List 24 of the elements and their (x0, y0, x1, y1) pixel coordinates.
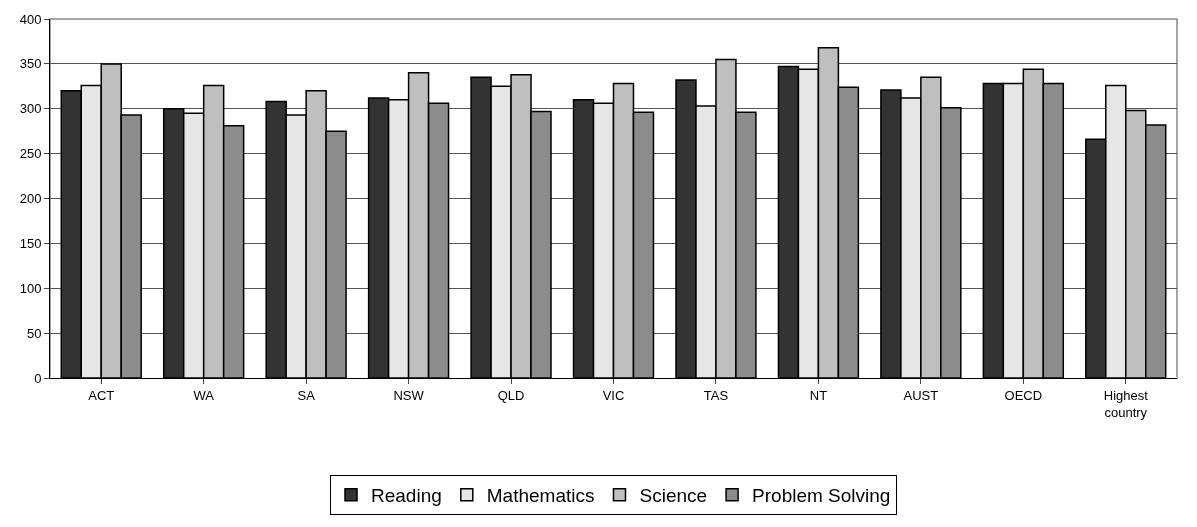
y-tick-label: 350 (19, 56, 42, 72)
legend-label: Problem Solving (752, 485, 891, 507)
y-tick-label: 400 (19, 11, 42, 27)
y-tick-label: 200 (19, 191, 42, 207)
x-tick-label: Highest country (1103, 387, 1149, 420)
y-tick-label: 150 (19, 235, 42, 251)
x-tick-label: ACT (88, 387, 115, 403)
y-tick-label: 300 (19, 101, 42, 117)
y-tick-label: 250 (19, 146, 42, 162)
x-tick-label: TAS (703, 387, 729, 403)
y-tick-label: 50 (26, 325, 42, 341)
y-tick-label: 0 (34, 370, 42, 386)
y-tick-label: 100 (19, 280, 42, 296)
x-tick-label: AUST (903, 387, 939, 403)
x-tick-label: OECD (1004, 387, 1043, 403)
legend-label: Science (639, 485, 708, 507)
x-tick-label: QLD (497, 387, 525, 403)
x-tick-label: NSW (393, 387, 425, 403)
legend-label: Mathematics (486, 485, 595, 507)
x-tick-label: SA (297, 387, 316, 403)
legend-label: Reading (371, 485, 442, 507)
x-tick-label: WA (193, 387, 215, 403)
x-tick-label: NT (809, 387, 828, 403)
x-tick-label: VIC (602, 387, 625, 403)
